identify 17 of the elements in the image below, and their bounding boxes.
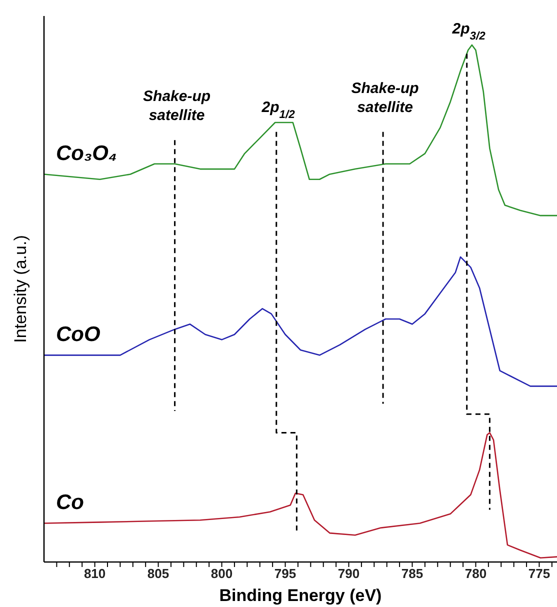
series-label: Co	[56, 491, 84, 514]
annotation: 2p$_{1/2}$	[260, 98, 296, 121]
x-axis-title: Binding Energy (eV)	[219, 586, 382, 605]
annotation: Shake-up satellite	[143, 88, 211, 124]
x-tick-label: 775	[528, 566, 550, 582]
x-tick-label: 810	[84, 566, 106, 582]
x-tick-label: 805	[147, 566, 170, 582]
annotation: Shake-up satellite	[351, 80, 419, 116]
series-label: Co₃O₄	[56, 142, 117, 166]
x-tick-label: 790	[338, 566, 360, 582]
annotation: 2p$_{3/2}$	[451, 20, 486, 43]
x-tick-label: 800	[210, 566, 233, 582]
y-axis-title: Intensity (a.u.)	[11, 235, 30, 343]
x-tick-label: 795	[274, 566, 296, 582]
series-label: CoO	[56, 323, 100, 346]
x-tick-label: 785	[401, 566, 424, 582]
x-tick-label: 780	[464, 566, 487, 582]
